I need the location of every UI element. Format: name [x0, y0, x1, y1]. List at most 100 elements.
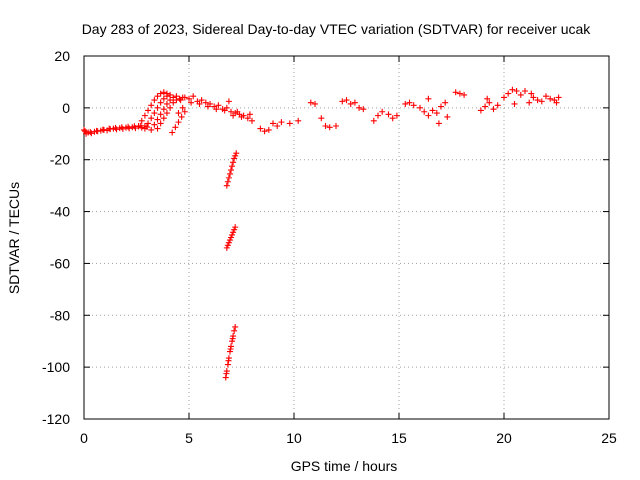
y-tick-label: -20	[50, 152, 70, 168]
data-point	[230, 112, 237, 119]
data-point	[232, 224, 239, 231]
data-point	[138, 117, 145, 124]
data-point	[410, 102, 417, 109]
data-point	[375, 112, 381, 119]
data-point	[356, 104, 363, 111]
data-point	[148, 115, 155, 122]
data-point	[148, 102, 155, 109]
data-point	[169, 129, 176, 136]
data-point	[154, 125, 161, 132]
data-point	[389, 115, 396, 122]
x-tick-label: 5	[185, 430, 193, 446]
data-point	[433, 110, 440, 117]
data-point	[231, 327, 238, 334]
data-point	[370, 117, 377, 124]
data-point	[486, 99, 493, 106]
data-point	[295, 117, 302, 124]
data-point	[224, 242, 231, 249]
data-point	[118, 124, 125, 131]
data-point	[135, 123, 142, 130]
data-point	[244, 115, 251, 122]
data-point	[228, 234, 234, 241]
data-point	[360, 106, 367, 113]
data-point	[421, 108, 428, 115]
data-point	[223, 244, 230, 251]
data-point	[286, 120, 293, 127]
data-points	[81, 86, 562, 381]
data-point	[225, 98, 232, 105]
data-point	[125, 123, 132, 130]
data-point	[160, 115, 167, 122]
data-point	[230, 229, 237, 236]
data-point	[151, 97, 158, 104]
data-point	[223, 370, 230, 377]
data-point	[223, 182, 230, 189]
data-point	[234, 108, 241, 115]
data-point	[188, 99, 195, 106]
data-point	[393, 112, 400, 119]
data-point	[177, 97, 184, 104]
data-point	[534, 97, 541, 104]
data-point	[181, 94, 188, 101]
data-point	[249, 117, 255, 124]
data-point	[145, 120, 152, 127]
data-point	[438, 103, 444, 110]
data-point	[456, 90, 463, 97]
data-point	[343, 97, 350, 104]
data-point	[141, 112, 148, 119]
data-point	[112, 124, 119, 131]
data-point	[555, 94, 562, 101]
data-point	[233, 150, 240, 157]
data-point	[530, 94, 537, 101]
data-point	[522, 88, 528, 95]
data-point	[151, 110, 158, 117]
data-point	[257, 125, 264, 132]
y-tick-label: -40	[50, 204, 70, 220]
data-point	[494, 102, 501, 109]
data-point	[225, 239, 232, 246]
data-point	[229, 335, 236, 342]
data-point	[406, 99, 413, 106]
data-point	[538, 98, 545, 105]
data-point	[163, 110, 170, 117]
data-point	[425, 95, 432, 102]
data-point	[513, 88, 520, 95]
data-point	[490, 106, 497, 113]
data-point	[511, 100, 518, 107]
data-point	[229, 338, 236, 345]
data-point	[163, 100, 170, 107]
data-point	[425, 112, 432, 119]
y-tick-label: -120	[42, 411, 70, 427]
data-point	[154, 104, 161, 111]
data-point	[230, 159, 237, 166]
data-point	[170, 99, 177, 106]
data-point	[265, 126, 272, 133]
y-tick-label: -100	[42, 359, 70, 375]
data-point	[482, 103, 489, 110]
data-point	[318, 115, 325, 122]
data-point	[246, 111, 253, 118]
data-point	[228, 167, 234, 174]
data-point	[141, 125, 148, 132]
data-point	[547, 95, 554, 102]
grid-lines	[84, 56, 609, 419]
data-point	[221, 107, 228, 114]
data-point	[202, 99, 209, 106]
data-point	[484, 95, 491, 102]
data-point	[87, 128, 94, 135]
data-point	[157, 90, 164, 97]
data-point	[196, 100, 203, 107]
data-point	[326, 124, 333, 131]
data-point	[181, 108, 188, 115]
data-point	[157, 111, 164, 118]
data-point	[99, 126, 106, 133]
plot-frame	[83, 55, 610, 420]
data-point	[444, 113, 451, 120]
data-point	[81, 126, 87, 133]
data-point	[501, 94, 507, 101]
data-point	[333, 123, 339, 130]
data-point	[145, 107, 152, 114]
y-tick-label: 20	[54, 48, 70, 64]
data-point	[417, 104, 423, 111]
data-point	[160, 95, 167, 102]
